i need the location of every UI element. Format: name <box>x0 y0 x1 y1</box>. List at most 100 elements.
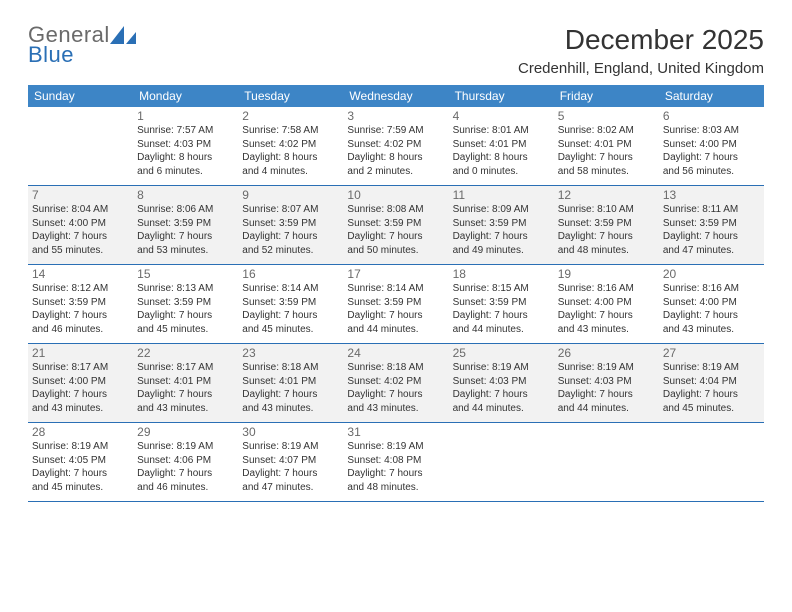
daylight-text-1: Daylight: 7 hours <box>137 230 234 244</box>
daylight-text-2: and 45 minutes. <box>137 323 234 337</box>
day-number: 31 <box>347 425 444 439</box>
day-header-cell: Friday <box>554 85 659 107</box>
daylight-text-1: Daylight: 7 hours <box>137 467 234 481</box>
sunrise-text: Sunrise: 8:19 AM <box>558 361 655 375</box>
daylight-text-1: Daylight: 7 hours <box>242 309 339 323</box>
calendar-cell: 5Sunrise: 8:02 AMSunset: 4:01 PMDaylight… <box>554 107 659 185</box>
daylight-text-2: and 50 minutes. <box>347 244 444 258</box>
sunrise-text: Sunrise: 8:19 AM <box>663 361 760 375</box>
daylight-text-2: and 45 minutes. <box>663 402 760 416</box>
daylight-text-2: and 49 minutes. <box>453 244 550 258</box>
daylight-text-2: and 46 minutes. <box>137 481 234 495</box>
day-number: 10 <box>347 188 444 202</box>
daylight-text-2: and 44 minutes. <box>453 402 550 416</box>
sunset-text: Sunset: 4:00 PM <box>558 296 655 310</box>
calendar-cell: 11Sunrise: 8:09 AMSunset: 3:59 PMDayligh… <box>449 186 554 264</box>
day-number: 8 <box>137 188 234 202</box>
daylight-text-1: Daylight: 7 hours <box>663 388 760 402</box>
sunset-text: Sunset: 4:01 PM <box>242 375 339 389</box>
sunrise-text: Sunrise: 8:17 AM <box>137 361 234 375</box>
day-number: 16 <box>242 267 339 281</box>
sunrise-text: Sunrise: 8:11 AM <box>663 203 760 217</box>
daylight-text-1: Daylight: 8 hours <box>453 151 550 165</box>
daylight-text-2: and 47 minutes. <box>663 244 760 258</box>
calendar-cell: 3Sunrise: 7:59 AMSunset: 4:02 PMDaylight… <box>343 107 448 185</box>
calendar-cell: 29Sunrise: 8:19 AMSunset: 4:06 PMDayligh… <box>133 423 238 501</box>
daylight-text-1: Daylight: 7 hours <box>453 309 550 323</box>
daylight-text-2: and 2 minutes. <box>347 165 444 179</box>
calendar-cell: 7Sunrise: 8:04 AMSunset: 4:00 PMDaylight… <box>28 186 133 264</box>
sunset-text: Sunset: 4:03 PM <box>453 375 550 389</box>
sunrise-text: Sunrise: 8:19 AM <box>32 440 129 454</box>
sunrise-text: Sunrise: 8:16 AM <box>558 282 655 296</box>
month-title: December 2025 <box>518 24 764 56</box>
calendar: SundayMondayTuesdayWednesdayThursdayFrid… <box>28 85 764 502</box>
sunrise-text: Sunrise: 8:13 AM <box>137 282 234 296</box>
sunset-text: Sunset: 4:00 PM <box>32 217 129 231</box>
sunset-text: Sunset: 3:59 PM <box>242 217 339 231</box>
daylight-text-1: Daylight: 7 hours <box>453 388 550 402</box>
daylight-text-2: and 56 minutes. <box>663 165 760 179</box>
daylight-text-2: and 43 minutes. <box>242 402 339 416</box>
calendar-cell: 1Sunrise: 7:57 AMSunset: 4:03 PMDaylight… <box>133 107 238 185</box>
daylight-text-1: Daylight: 8 hours <box>242 151 339 165</box>
sunset-text: Sunset: 4:01 PM <box>453 138 550 152</box>
sunset-text: Sunset: 3:59 PM <box>137 296 234 310</box>
daylight-text-1: Daylight: 7 hours <box>32 309 129 323</box>
daylight-text-1: Daylight: 7 hours <box>347 230 444 244</box>
daylight-text-2: and 47 minutes. <box>242 481 339 495</box>
daylight-text-1: Daylight: 7 hours <box>663 309 760 323</box>
day-number: 2 <box>242 109 339 123</box>
daylight-text-2: and 6 minutes. <box>137 165 234 179</box>
sunset-text: Sunset: 4:08 PM <box>347 454 444 468</box>
calendar-cell: 10Sunrise: 8:08 AMSunset: 3:59 PMDayligh… <box>343 186 448 264</box>
daylight-text-2: and 58 minutes. <box>558 165 655 179</box>
sunset-text: Sunset: 3:59 PM <box>453 296 550 310</box>
calendar-cell: 19Sunrise: 8:16 AMSunset: 4:00 PMDayligh… <box>554 265 659 343</box>
sunset-text: Sunset: 3:59 PM <box>347 296 444 310</box>
sunrise-text: Sunrise: 8:12 AM <box>32 282 129 296</box>
day-number: 17 <box>347 267 444 281</box>
daylight-text-1: Daylight: 7 hours <box>347 309 444 323</box>
sunset-text: Sunset: 4:00 PM <box>663 138 760 152</box>
calendar-cell: 30Sunrise: 8:19 AMSunset: 4:07 PMDayligh… <box>238 423 343 501</box>
day-number: 1 <box>137 109 234 123</box>
logo-text: General Blue <box>28 24 110 66</box>
calendar-cell: 31Sunrise: 8:19 AMSunset: 4:08 PMDayligh… <box>343 423 448 501</box>
daylight-text-2: and 48 minutes. <box>347 481 444 495</box>
daylight-text-1: Daylight: 7 hours <box>242 230 339 244</box>
day-number: 6 <box>663 109 760 123</box>
calendar-cell: 6Sunrise: 8:03 AMSunset: 4:00 PMDaylight… <box>659 107 764 185</box>
sunset-text: Sunset: 4:03 PM <box>137 138 234 152</box>
sunrise-text: Sunrise: 8:15 AM <box>453 282 550 296</box>
calendar-cell <box>659 423 764 501</box>
logo-sail-icon <box>110 26 136 46</box>
sunrise-text: Sunrise: 7:58 AM <box>242 124 339 138</box>
day-header-cell: Tuesday <box>238 85 343 107</box>
day-header-cell: Saturday <box>659 85 764 107</box>
calendar-week: 28Sunrise: 8:19 AMSunset: 4:05 PMDayligh… <box>28 423 764 502</box>
calendar-cell: 20Sunrise: 8:16 AMSunset: 4:00 PMDayligh… <box>659 265 764 343</box>
daylight-text-2: and 52 minutes. <box>242 244 339 258</box>
sunset-text: Sunset: 4:04 PM <box>663 375 760 389</box>
daylight-text-1: Daylight: 7 hours <box>242 467 339 481</box>
sunset-text: Sunset: 4:00 PM <box>32 375 129 389</box>
day-number: 20 <box>663 267 760 281</box>
calendar-cell <box>449 423 554 501</box>
calendar-page: General Blue December 2025 Credenhill, E… <box>0 0 792 526</box>
day-number: 7 <box>32 188 129 202</box>
sunset-text: Sunset: 3:59 PM <box>32 296 129 310</box>
sunset-text: Sunset: 4:01 PM <box>137 375 234 389</box>
location: Credenhill, England, United Kingdom <box>518 60 764 77</box>
weeks-container: 1Sunrise: 7:57 AMSunset: 4:03 PMDaylight… <box>28 107 764 502</box>
day-header-cell: Monday <box>133 85 238 107</box>
sunset-text: Sunset: 4:05 PM <box>32 454 129 468</box>
sunrise-text: Sunrise: 8:04 AM <box>32 203 129 217</box>
daylight-text-2: and 43 minutes. <box>137 402 234 416</box>
sunrise-text: Sunrise: 8:14 AM <box>347 282 444 296</box>
logo: General Blue <box>28 24 136 66</box>
day-number: 9 <box>242 188 339 202</box>
day-number: 23 <box>242 346 339 360</box>
sunrise-text: Sunrise: 8:19 AM <box>137 440 234 454</box>
daylight-text-2: and 55 minutes. <box>32 244 129 258</box>
